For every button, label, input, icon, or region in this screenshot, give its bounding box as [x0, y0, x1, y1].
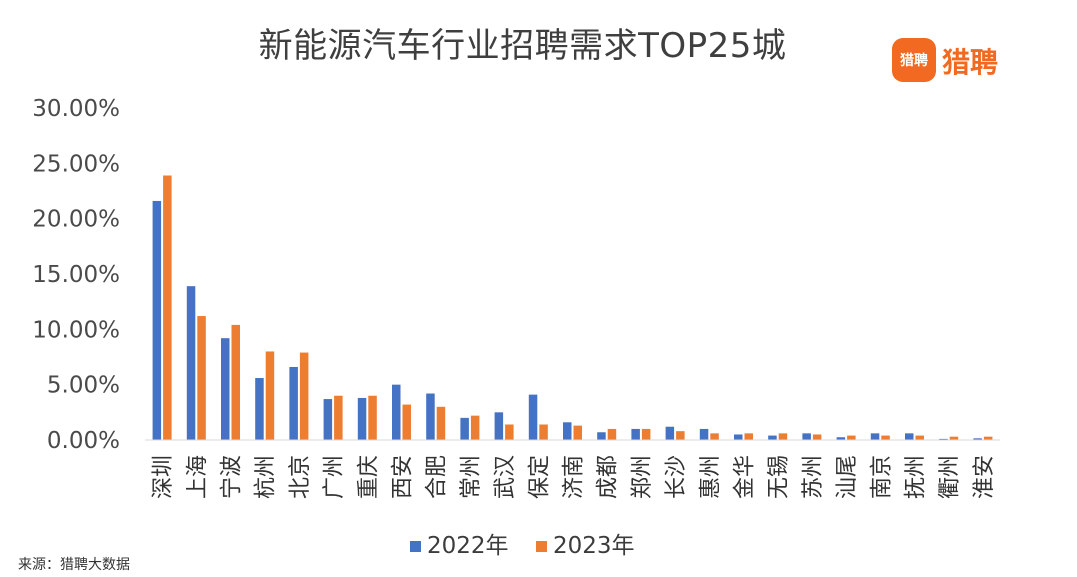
bar-2023 — [949, 436, 959, 440]
bar-2023 — [881, 435, 890, 440]
x-tick-label: 惠州 — [698, 455, 723, 499]
x-tick-label: 重庆 — [356, 455, 381, 499]
bar-2022 — [597, 432, 606, 440]
bar-2022 — [631, 428, 640, 440]
x-tick-label: 北京 — [288, 455, 313, 499]
legend-label-2022: 2022年 — [427, 533, 509, 559]
x-tick-label: 淮安 — [972, 455, 997, 499]
logo-icon: 猎聘 — [892, 38, 936, 82]
y-tick-label: 10.00% — [32, 317, 120, 343]
bar-2022 — [186, 286, 196, 440]
bar-2022 — [870, 433, 880, 440]
bar-2022 — [152, 200, 162, 440]
legend-swatch-2022 — [410, 541, 421, 552]
bar-2023 — [573, 425, 582, 440]
bar-2023 — [744, 433, 753, 440]
bar-2022 — [836, 437, 846, 440]
bar-2022 — [973, 438, 982, 440]
bar-2022 — [255, 378, 264, 440]
x-tick-label: 汕尾 — [835, 455, 860, 499]
bar-2023 — [334, 395, 343, 440]
bar-2023 — [983, 436, 993, 440]
bar-2022 — [734, 434, 743, 440]
legend-swatch-2023 — [536, 541, 547, 552]
bar-2023 — [368, 395, 377, 440]
x-tick-label: 抚州 — [904, 455, 929, 499]
x-tick-label: 金华 — [733, 455, 758, 499]
bar-2022 — [426, 393, 435, 440]
bar-2023 — [676, 431, 685, 440]
bar-2022 — [905, 433, 914, 440]
x-tick-label: 武汉 — [493, 455, 518, 499]
y-tick-label: 0.00% — [47, 428, 120, 454]
x-tick-label: 深圳 — [151, 455, 176, 499]
bar-2022 — [699, 428, 709, 440]
x-tick-label: 郑州 — [630, 455, 655, 499]
bar-2023 — [778, 433, 788, 440]
source-note: 来源：猎聘大数据 — [18, 557, 130, 573]
x-tick-label: 上海 — [185, 455, 210, 499]
x-tick-label: 保定 — [527, 455, 552, 499]
bar-2022 — [939, 438, 948, 440]
bar-2023 — [641, 428, 651, 440]
bar-2022 — [289, 366, 298, 440]
x-tick-label: 长沙 — [664, 455, 689, 499]
x-tick-label: 济南 — [562, 455, 587, 499]
bar-2023 — [505, 424, 514, 440]
x-tick-label: 常州 — [459, 455, 484, 499]
bar-2023 — [436, 406, 446, 440]
y-tick-label: 5.00% — [47, 373, 120, 399]
bar-2023 — [607, 428, 617, 440]
bar-2023 — [470, 415, 480, 440]
x-tick-label: 成都 — [596, 455, 621, 499]
bar-2023 — [710, 433, 719, 440]
bar-2022 — [323, 399, 333, 440]
bar-2022 — [221, 338, 230, 440]
bar-2022 — [494, 412, 504, 440]
y-tick-label: 30.00% — [32, 96, 120, 122]
bar-2023 — [402, 404, 411, 440]
bar-2023 — [265, 351, 275, 440]
bar-2022 — [563, 422, 572, 440]
chart-title: 新能源汽车行业招聘需求TOP25城 — [258, 26, 787, 66]
bar-2022 — [802, 433, 811, 440]
bar-2022 — [357, 397, 367, 440]
x-tick-label: 合肥 — [425, 455, 450, 499]
x-tick-label: 杭州 — [254, 455, 279, 499]
x-tick-label: 无锡 — [767, 455, 792, 499]
bar-2023 — [231, 324, 240, 440]
bar-2022 — [460, 417, 469, 440]
bar-2023 — [197, 316, 206, 440]
bar-2022 — [392, 384, 401, 440]
bar-2023 — [539, 424, 548, 440]
x-tick-label: 苏州 — [801, 455, 826, 499]
x-tick-label: 广州 — [322, 455, 347, 499]
bar-2022 — [528, 394, 538, 440]
bar-2023 — [299, 352, 309, 440]
bar-2023 — [163, 175, 172, 441]
legend-label-2023: 2023年 — [553, 533, 635, 559]
x-tick-label: 衢州 — [938, 455, 963, 499]
x-tick-label: 南京 — [869, 455, 894, 499]
bar-2023 — [915, 435, 924, 440]
x-tick-label: 宁波 — [220, 455, 245, 499]
y-tick-label: 25.00% — [32, 151, 120, 177]
bar-2023 — [847, 435, 856, 440]
y-tick-label: 15.00% — [32, 262, 120, 288]
bar-2022 — [768, 435, 777, 440]
y-tick-label: 20.00% — [32, 207, 120, 233]
bar-2022 — [665, 426, 675, 440]
x-tick-label: 西安 — [391, 455, 416, 499]
bar-2023 — [812, 434, 822, 440]
logo-text: 猎聘 — [942, 46, 999, 79]
